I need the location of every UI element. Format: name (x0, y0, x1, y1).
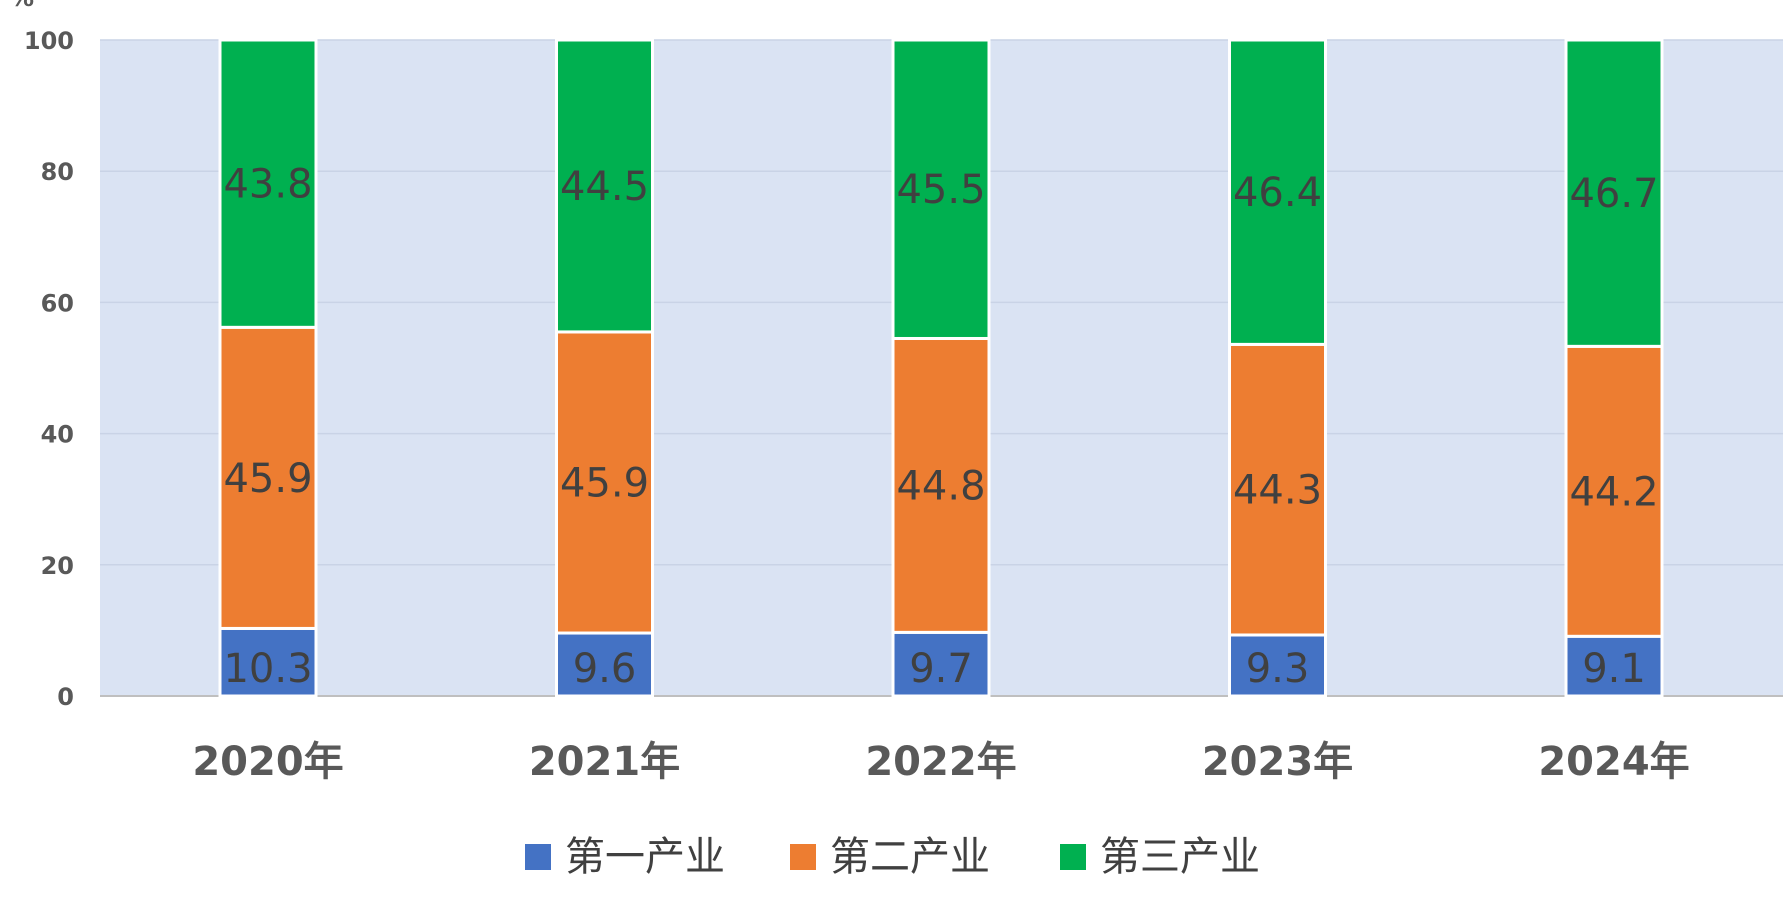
data-label: 46.7 (1569, 171, 1658, 217)
legend-label: 第三产业 (1100, 834, 1260, 880)
x-tick-label: 2022年 (865, 739, 1016, 785)
y-tick-label: 0 (57, 683, 74, 711)
legend-label: 第一产业 (565, 834, 725, 880)
bar-segment (555, 330, 654, 635)
legend: 第一产业 第二产业 第三产业 (525, 834, 1260, 880)
legend-swatch (1060, 844, 1086, 870)
x-tick-label: 2023年 (1202, 739, 1353, 785)
data-label: 45.9 (560, 460, 649, 506)
bar-segment (1228, 38, 1327, 346)
y-tick-label: 60 (41, 289, 74, 317)
legend-swatch (525, 844, 551, 870)
bar-segment (1564, 634, 1664, 698)
bar-segment (891, 630, 991, 698)
data-label: 45.5 (896, 167, 985, 213)
y-tick-label: 80 (41, 158, 74, 186)
y-tick-label: 100 (24, 27, 74, 55)
data-label: 46.4 (1233, 170, 1322, 216)
x-tick-label: 2021年 (529, 739, 680, 785)
y-tick-label: 40 (41, 421, 74, 449)
bar-segment (1564, 344, 1664, 638)
data-label: 9.1 (1582, 646, 1646, 692)
x-tick-label: 2020年 (192, 739, 343, 785)
y-axis-unit-label: % (10, 0, 34, 12)
bar-segment (1228, 342, 1327, 637)
bar-segment (218, 38, 318, 329)
data-label: 9.6 (573, 646, 637, 692)
data-label: 44.8 (896, 463, 985, 509)
data-label: 43.8 (223, 162, 312, 208)
legend-swatch (790, 844, 816, 870)
x-tick-label: 2024年 (1538, 739, 1689, 785)
data-label: 44.3 (1233, 468, 1322, 514)
data-label: 44.2 (1569, 469, 1658, 515)
y-tick-label: 20 (41, 552, 74, 580)
bar-segment (555, 38, 654, 334)
data-label: 9.7 (909, 646, 973, 692)
x-axis: 2020年 2021年 2022年 2023年 2024年 (192, 739, 1689, 785)
legend-label: 第二产业 (830, 834, 990, 880)
data-label: 45.9 (223, 456, 312, 502)
data-label: 9.3 (1246, 646, 1310, 692)
bar-segment (891, 38, 991, 340)
data-label: 10.3 (223, 646, 312, 692)
bars: 10.3 45.9 43.8 9.6 45.9 44.5 9.7 44.8 45.5 9.3 44.… (218, 38, 1664, 698)
bar-segment (1564, 38, 1664, 348)
data-label: 44.5 (560, 164, 649, 210)
bar-segment (1228, 633, 1327, 698)
y-axis: 0 20 40 60 80 100 (24, 27, 74, 711)
